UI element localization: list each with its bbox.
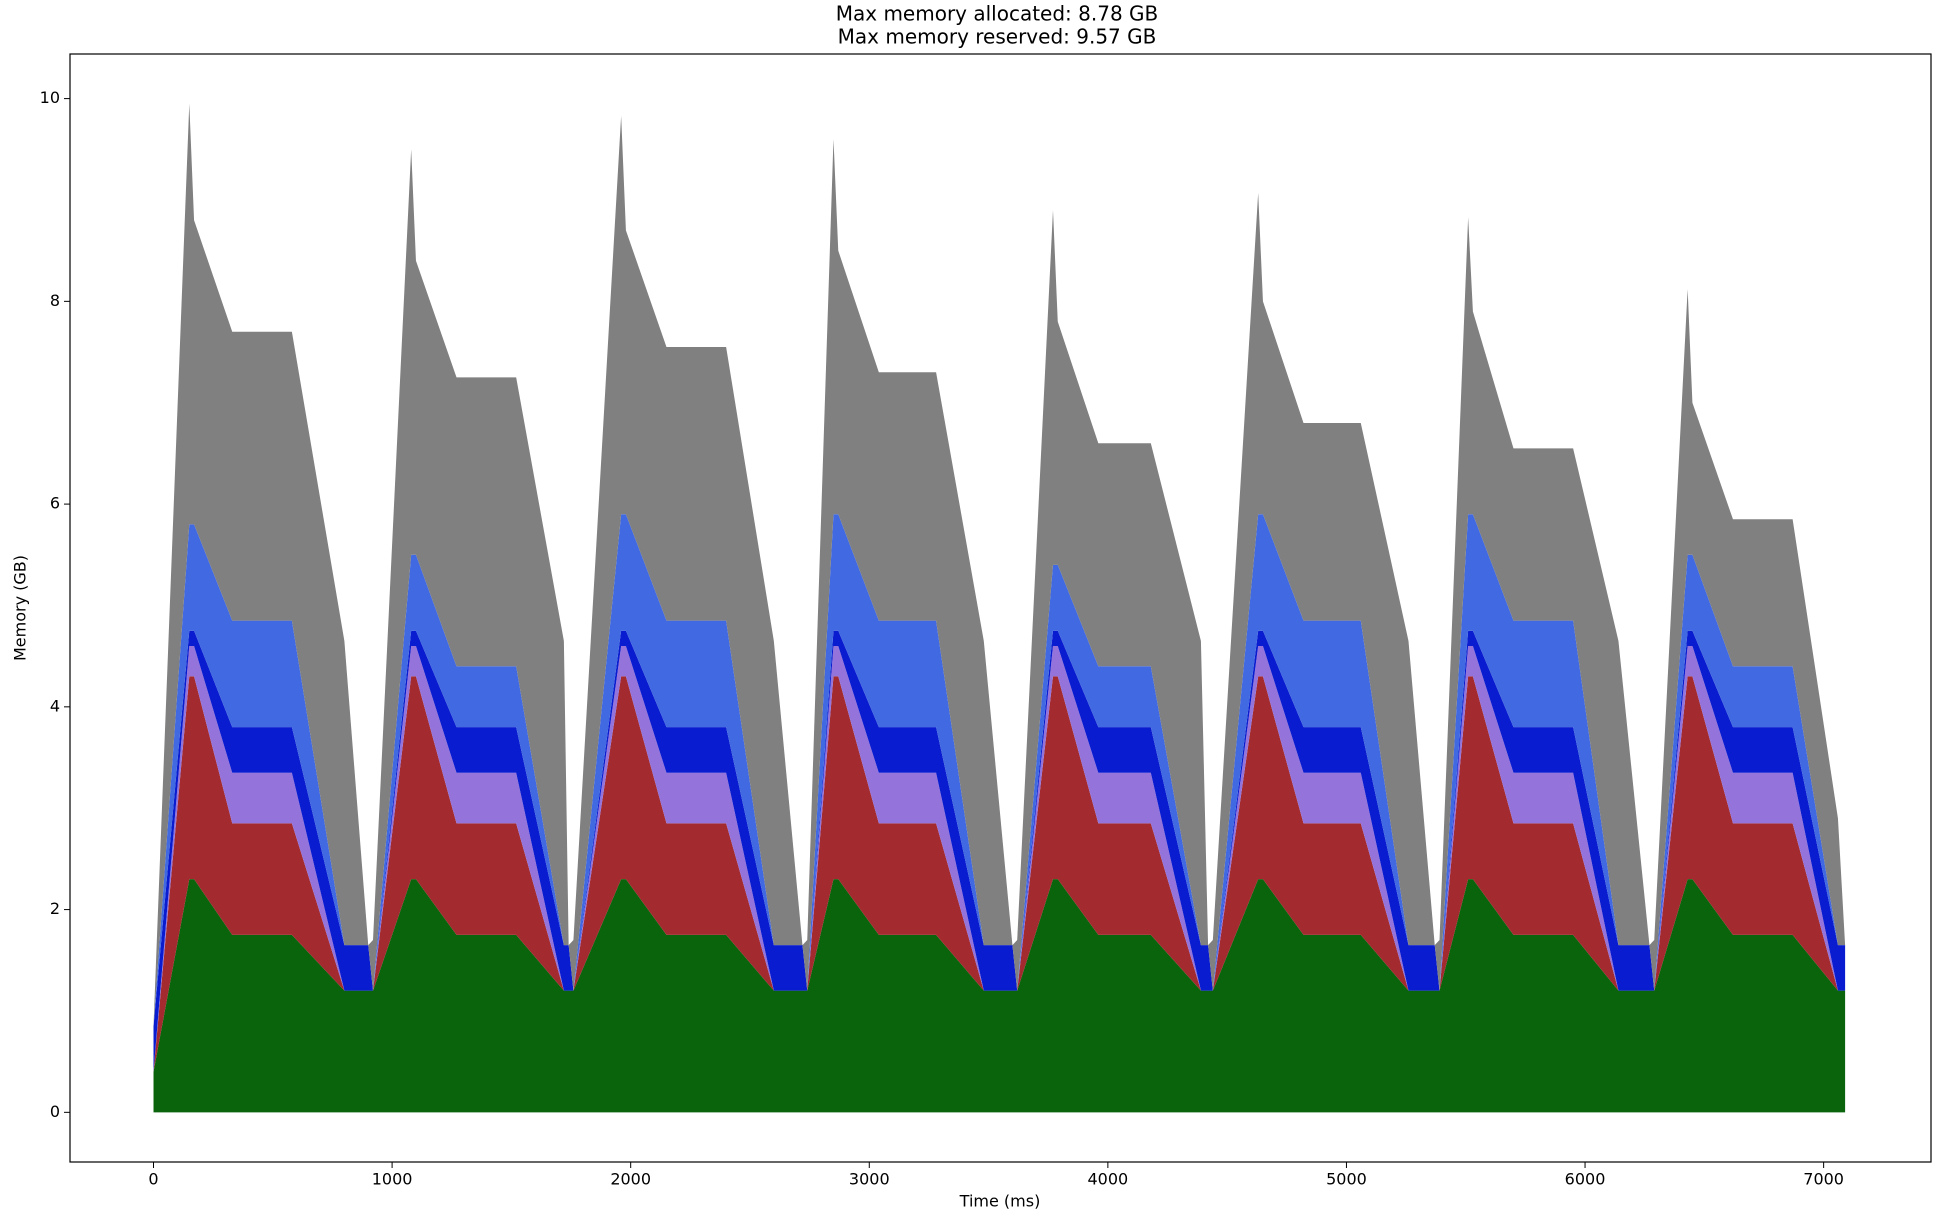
y-tick-label: 0 — [50, 1102, 60, 1121]
x-tick-label: 4000 — [1088, 1170, 1129, 1189]
x-tick-label: 2000 — [610, 1170, 651, 1189]
memory-area — [153, 630, 1846, 1072]
memory-area — [153, 676, 1846, 1072]
y-tick-label: 4 — [50, 696, 60, 715]
y-tick-label: 2 — [50, 899, 60, 918]
x-tick-label: 5000 — [1326, 1170, 1367, 1189]
x-tick-label: 6000 — [1565, 1170, 1606, 1189]
x-tick-label: 3000 — [849, 1170, 890, 1189]
memory-area — [153, 103, 1846, 1027]
memory-area — [153, 879, 1846, 1113]
x-axis-label: Time (ms) — [959, 1192, 1041, 1211]
y-tick-label: 10 — [40, 88, 60, 107]
y-tick-label: 8 — [50, 291, 60, 310]
y-tick-label: 6 — [50, 494, 60, 513]
x-tick-label: 7000 — [1803, 1170, 1844, 1189]
plot-frame — [69, 53, 1932, 1163]
y-axis-label: Memory (GB) — [11, 555, 30, 661]
chart-title: Max memory allocated: 8.78 GB — [836, 2, 1159, 26]
chart-subtitle: Max memory reserved: 9.57 GB — [838, 25, 1157, 49]
x-tick-label: 0 — [148, 1170, 158, 1189]
x-tick-label: 1000 — [372, 1170, 413, 1189]
plot-area — [153, 103, 1846, 1113]
